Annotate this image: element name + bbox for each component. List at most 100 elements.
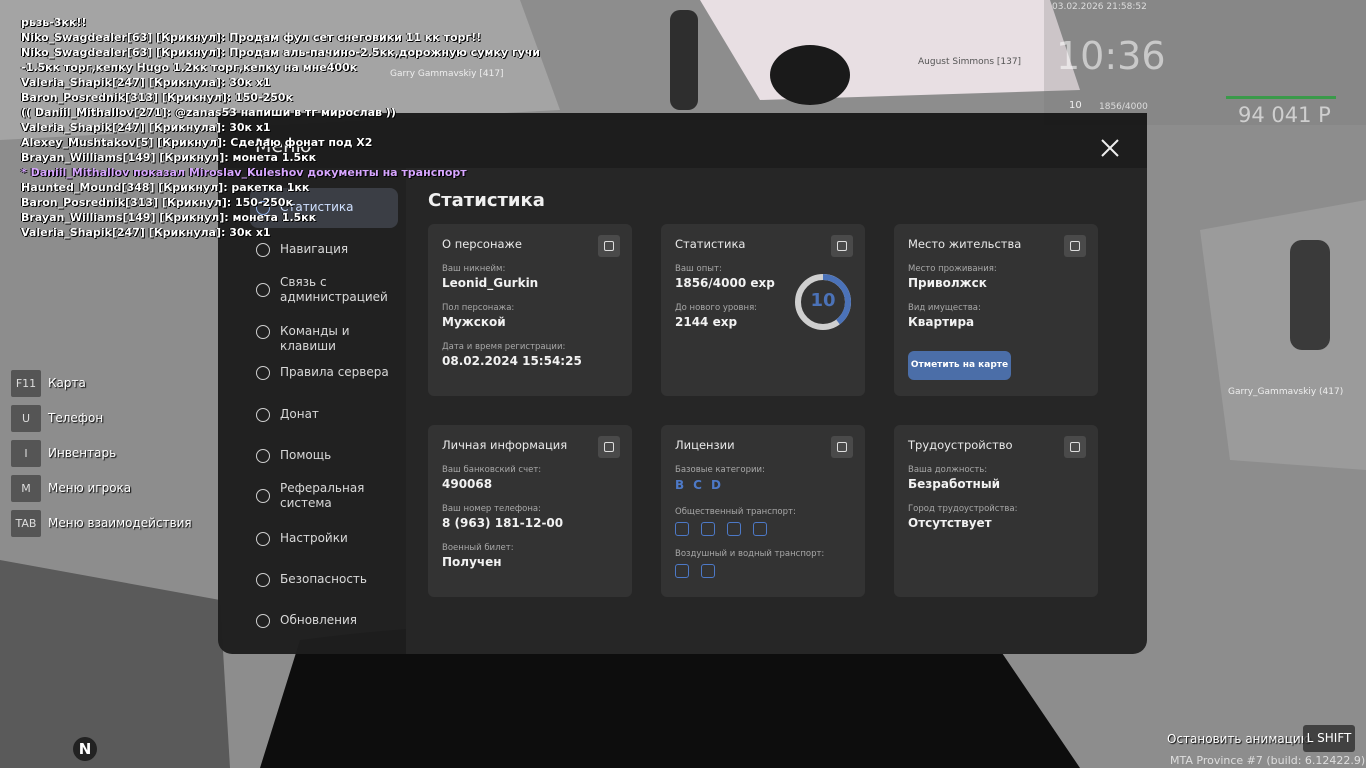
chat-line: Valeria_Shapik[247] [Крикнула]: 30к х1 — [21, 76, 271, 89]
field-value: 8 (963) 181-12-00 — [442, 516, 564, 530]
card-icon — [831, 436, 853, 458]
field-label: Дата и время регистрации: — [442, 342, 566, 352]
menu-item-icon — [256, 408, 270, 422]
field-label: Ваш опыт: — [675, 264, 722, 274]
chat-line: (( Daniil_Mithallov[271]: @zanas53 напиш… — [21, 106, 396, 119]
menu-item[interactable]: Правила сервера — [280, 365, 389, 379]
license-icon — [675, 522, 689, 536]
menu-sidebar: Статистика Навигация Связь с администрацие… — [218, 168, 406, 654]
menu-item-icon — [256, 325, 270, 339]
close-icon — [1101, 139, 1119, 157]
field-value: Получен — [442, 555, 502, 569]
chat-line: Baron_Posrednik[313] [Крикнул]: 150-250к — [21, 91, 293, 104]
player — [1290, 240, 1330, 350]
menu-item[interactable]: Помощь — [280, 448, 332, 462]
field-label: Ваша должность: — [908, 465, 988, 475]
hotkey-key: F11 — [11, 370, 41, 397]
chat-line: Niko_Swagdealer[63] [Крикнул]: Продам ал… — [21, 46, 540, 59]
hotkey-key: I — [11, 440, 41, 467]
menu-item[interactable]: Обновления — [280, 613, 358, 627]
chat-line: Valeria_Shapik[247] [Крикнула]: 30к х1 — [21, 226, 271, 239]
menu-item[interactable]: Донат — [280, 407, 319, 421]
car — [700, 0, 1080, 100]
field-label: Ваш номер телефона: — [442, 504, 541, 514]
license-icon — [675, 564, 689, 578]
close-button[interactable] — [1101, 139, 1119, 157]
hotkey-label: Инвентарь — [48, 446, 117, 460]
stat-card: Лицензии Базовые категории: B C D Общественны… — [661, 425, 865, 597]
chat-line: Brayan_Williams[149] [Крикнул]: монета 1… — [21, 211, 317, 224]
nametag: August Simmons [137] — [918, 57, 1022, 67]
player — [670, 10, 698, 110]
field-label: Вид имущества: — [908, 303, 981, 313]
ring-progress — [822, 274, 851, 325]
chat-line: Baron_Posrednik[313] [Крикнул]: 150-250к — [21, 196, 293, 209]
stat-card: Трудоустройство Ваша должность: Безработны… — [894, 425, 1098, 597]
map-button[interactable]: Отметить на карте — [908, 351, 1011, 380]
field-value: 1856/4000 exp — [675, 276, 775, 290]
menu-item[interactable]: Настройки — [280, 531, 348, 545]
action-key[interactable]: L SHIFT — [1303, 725, 1355, 752]
compass: N — [73, 737, 97, 761]
hotkey-key: U — [11, 405, 41, 432]
hud-datetime: 03.02.2026 21:58:52 — [1052, 2, 1147, 12]
hud: 03.02.2026 21:58:52 10:36 10 1856/4000 9… — [1044, 0, 1366, 127]
car — [0, 560, 230, 768]
hotkey-key: M — [11, 475, 41, 502]
field-value: Приволжск — [908, 276, 987, 290]
hotkey-label: Телефон — [48, 411, 104, 425]
hud-money: 94 041 Р — [1238, 103, 1331, 127]
card-icon — [598, 436, 620, 458]
hud-level: 10 — [1069, 100, 1082, 111]
field-label: Пол персонажа: — [442, 303, 515, 313]
menu-item[interactable]: Навигация — [280, 242, 349, 256]
content-heading: Статистика — [428, 190, 545, 211]
menu-item[interactable]: Статистика — [280, 200, 354, 214]
license-icon — [701, 564, 715, 578]
field-label: Общественный транспорт: — [675, 507, 796, 517]
card-title: Трудоустройство — [908, 438, 1013, 452]
field-value: Leonid_Gurkin — [442, 276, 539, 290]
card-title: Личная информация — [442, 438, 568, 452]
card-icon — [831, 235, 853, 257]
chat-line: * Daniil_Mithallov показал Miroslav_Kule… — [21, 166, 467, 179]
stat-card: О персонаже Ваш никнейм: Leonid_Gurkin Пол … — [428, 224, 632, 396]
field-label: Ваш никнейм: — [442, 264, 506, 274]
level-ring — [795, 274, 851, 330]
menu-item-icon — [256, 283, 270, 297]
menu-item[interactable]: Реферальная система — [280, 481, 365, 510]
menu-item-icon — [256, 614, 270, 628]
menu-item[interactable]: Безопасность — [280, 572, 367, 586]
level-number: 10 — [810, 290, 836, 311]
field-label: Воздушный и водный транспорт: — [675, 549, 825, 559]
license-icon — [727, 522, 741, 536]
card-title: Место жительства — [908, 237, 1022, 251]
build-info: MTA Province #7 (build: 6.12422.9) — [1170, 754, 1366, 767]
sidewalk — [0, 0, 560, 140]
chat-line: рьзь-3кк!! — [21, 16, 87, 29]
field-label: Военный билет: — [442, 543, 514, 553]
stat-card: Статистика Ваш опыт: 1856/4000 exp До новог… — [661, 224, 865, 396]
chat-line: Alexey_Mushtakov[5] [Крикнул]: Сделаю фо… — [21, 136, 373, 149]
menu-item[interactable]: Связь с администрацией — [280, 275, 388, 304]
field-label: Ваш банковский счет: — [442, 465, 542, 475]
menu-item-icon — [256, 573, 270, 587]
stat-card: Место жительства Место проживания: Приволж… — [894, 224, 1098, 396]
license-icon — [701, 522, 715, 536]
field-label: До нового уровня: — [675, 303, 758, 313]
card-title: О персонаже — [442, 237, 522, 251]
field-value: 2144 exp — [675, 315, 738, 329]
field-value: 490068 — [442, 477, 493, 491]
menu-item[interactable]: Команды и клавиши — [280, 324, 350, 353]
chat-line: -1.5кк торг,кепку Hugo 1.2кк торг,кепку … — [21, 61, 358, 74]
chat: рьзь-3кк!! Niko_Swagdealer[63] [Крикнул]:… — [21, 15, 540, 240]
card-title: Лицензии — [675, 438, 735, 452]
nametag: Garry_Gammavskiy (417) — [1228, 387, 1344, 397]
hotkey-key: TAB — [11, 510, 41, 537]
action-hint: Остановить анимацию — [1167, 732, 1311, 746]
menu-window: Меню Статистика Навигация Связь с админист… — [218, 113, 1147, 654]
menu-item-icon — [256, 489, 270, 503]
hud-time: 10:36 — [1056, 34, 1166, 78]
